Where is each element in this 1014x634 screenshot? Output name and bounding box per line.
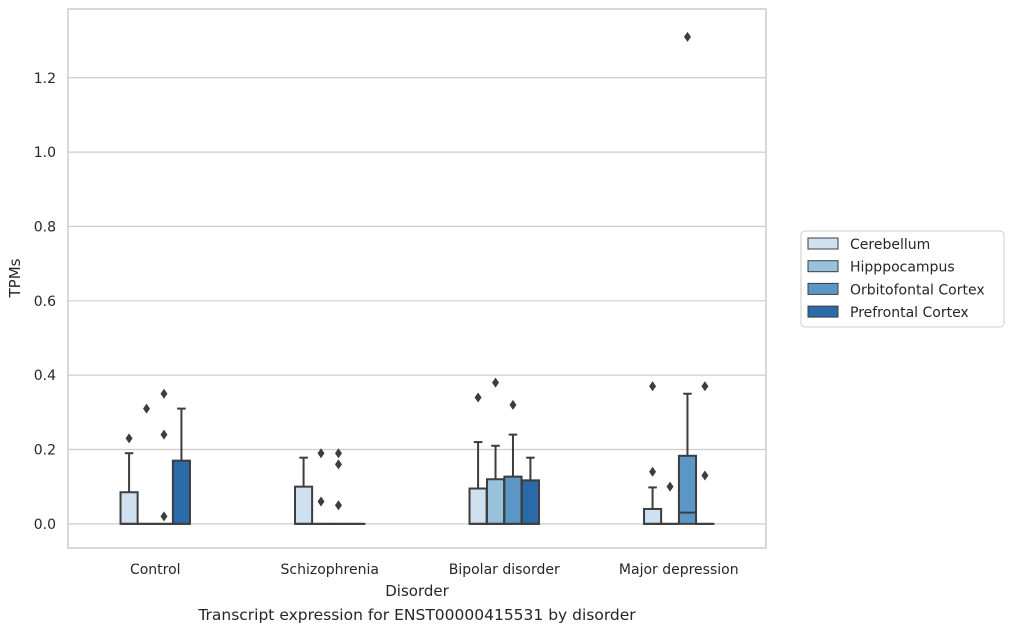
legend-swatch [807, 282, 839, 295]
plot-frame [67, 8, 767, 549]
outlier-point [649, 466, 657, 477]
x-axis-ticks: Control Schizophrenia Bipolar disorder Majo… [130, 562, 739, 578]
outlier-point [160, 388, 168, 399]
box-body [294, 485, 314, 525]
box-hipppocampus [311, 448, 331, 525]
legend-label: Hipppocampus [850, 260, 955, 276]
outlier-point [160, 429, 168, 440]
box-prefrontal-cortex [520, 456, 540, 525]
box-prefrontal-cortex [171, 407, 191, 525]
outlier-point [160, 511, 168, 522]
outlier-point [317, 496, 325, 507]
outlier-point [701, 470, 709, 481]
legend-swatch [807, 260, 839, 273]
legend-swatch [807, 305, 839, 318]
outlier-point [701, 381, 709, 392]
box-orbitofontal-cortex [328, 448, 349, 525]
legend: Cerebellum Hipppocampus Orbitofontal Corte… [800, 230, 1005, 328]
box-body [171, 459, 191, 525]
legend-label: Prefrontal Cortex [850, 305, 969, 321]
box-body [520, 479, 540, 525]
box-cerebellum [468, 392, 488, 525]
box-body [643, 507, 663, 525]
y-tick-label: 0.4 [34, 368, 56, 384]
legend-swatch [807, 237, 839, 250]
y-tick-label: 0.2 [34, 442, 56, 458]
box-orbitofontal-cortex [503, 399, 523, 525]
x-axis-label: Disorder [385, 582, 449, 600]
outlier-point [683, 31, 691, 42]
box-body [119, 491, 139, 525]
x-tick-label: Schizophrenia [281, 562, 379, 578]
box-body [503, 475, 523, 525]
box-hipppocampus [660, 481, 680, 525]
outlier-point [509, 399, 517, 410]
outlier-point [334, 459, 342, 470]
outlier-point [492, 377, 500, 388]
gridlines [68, 77, 766, 525]
y-axis-ticks: 0.0 0.2 0.4 0.6 0.8 1.0 1.2 [34, 71, 56, 533]
y-tick-label: 0.6 [34, 294, 56, 310]
x-tick-label: Bipolar disorder [449, 562, 560, 578]
outlier-point [143, 403, 151, 414]
y-tick-label: 1.2 [34, 71, 56, 87]
box-cerebellum [643, 381, 663, 525]
y-tick-label: 0.8 [34, 219, 56, 235]
outlier-point [666, 481, 674, 492]
outlier-point [317, 448, 325, 459]
box-plot-area [119, 31, 715, 525]
box-body [485, 478, 506, 525]
legend-frame [800, 230, 1005, 328]
box-hipppocampus [485, 377, 506, 525]
box-orbitofontal-cortex [677, 31, 698, 525]
y-tick-label: 0.0 [34, 517, 56, 533]
outlier-point [334, 500, 342, 511]
outlier-point [334, 448, 342, 459]
outlier-point [649, 381, 657, 392]
outlier-point [125, 433, 133, 444]
legend-label: Cerebellum [850, 237, 930, 253]
box-body [468, 487, 488, 525]
figure-caption: Transcript expression for ENST0000041553… [198, 606, 636, 624]
box-hipppocampus [136, 403, 157, 525]
box-orbitofontal-cortex [154, 388, 174, 525]
x-tick-label: Major depression [619, 562, 739, 578]
y-tick-label: 1.0 [34, 145, 56, 161]
x-tick-label: Control [130, 562, 181, 578]
y-axis-label: TPMs [6, 258, 24, 298]
box-prefrontal-cortex [695, 381, 715, 525]
box-cerebellum [294, 456, 314, 525]
outlier-point [474, 392, 482, 403]
legend-label: Orbitofontal Cortex [850, 282, 985, 298]
box-body [677, 454, 698, 525]
box-cerebellum [119, 433, 139, 525]
